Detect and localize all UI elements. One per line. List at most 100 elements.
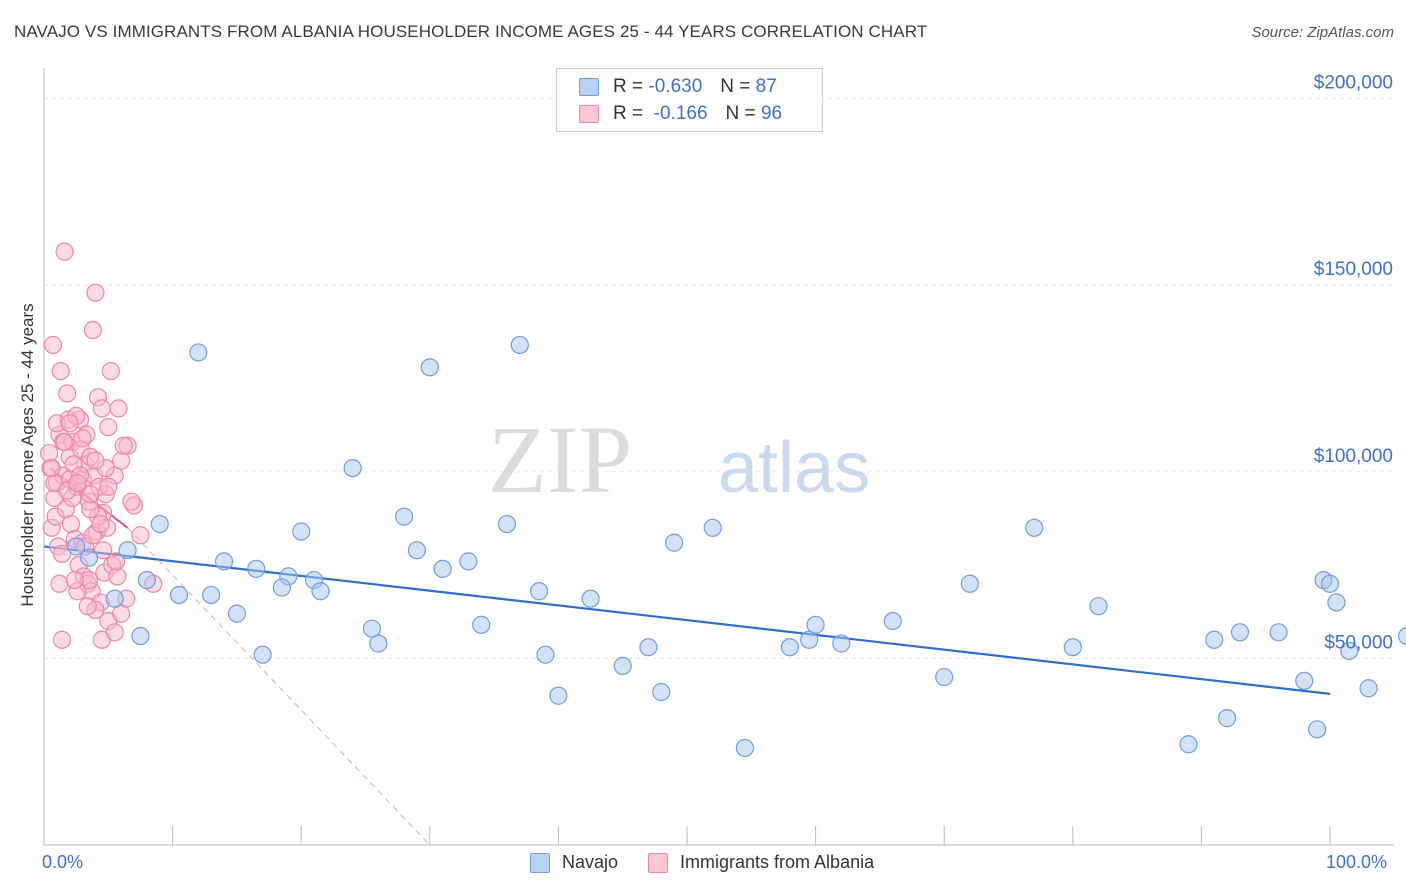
navajo-point (1269, 623, 1288, 642)
navajo-point (420, 358, 439, 377)
navajo-point (1025, 518, 1044, 537)
albania-point (109, 399, 128, 418)
albania-point (86, 283, 105, 302)
albania-points (40, 242, 163, 649)
navajo-point (883, 611, 902, 631)
albania-point (55, 242, 74, 261)
navajo-point (530, 582, 549, 601)
navajo-point (1320, 574, 1340, 593)
navajo-point (780, 638, 799, 657)
albania-point (61, 514, 81, 534)
albania-point (101, 361, 120, 381)
stats-row-navajo: R = -0.630 N = 87 (579, 75, 777, 99)
navajo-point (131, 626, 150, 646)
albania-point (83, 320, 102, 340)
albania-point (131, 526, 150, 545)
navajo-swatch (579, 78, 599, 96)
albania-point (65, 570, 84, 590)
albania-point (99, 417, 118, 437)
navajo-point (247, 559, 266, 578)
albania-swatch (579, 105, 599, 123)
stats-n-value: 96 (760, 103, 783, 124)
stats-r-label: R = (613, 76, 644, 97)
watermark-atlas: atlas (718, 428, 870, 508)
legend-label-albania: Immigrants from Albania (680, 852, 875, 872)
legend: Navajo Immigrants from Albania (530, 852, 904, 873)
navajo-point (960, 574, 980, 593)
albania-point (50, 574, 69, 593)
navajo-point (137, 570, 156, 590)
navajo-point (581, 589, 600, 608)
x-tick-min: 0.0% (42, 852, 84, 872)
y-axis-label: Householder Income Ages 25 - 44 years (18, 303, 37, 607)
navajo-point (1205, 630, 1224, 649)
stats-box: R = -0.630 N = 87 R = -0.166 N = 96 (556, 68, 823, 132)
albania-point (81, 485, 100, 504)
navajo-point (806, 615, 825, 634)
navajo-point (1359, 679, 1378, 698)
albania-point (94, 541, 113, 560)
navajo-point (362, 619, 382, 638)
navajo-point (665, 533, 684, 552)
navajo-point (105, 589, 124, 608)
albania-point (58, 384, 77, 403)
albania-point (114, 436, 133, 455)
albania-point (52, 544, 72, 564)
stats-n-label: N = (720, 76, 751, 97)
albania-point (99, 477, 118, 496)
stats-n-label: N = (725, 103, 756, 124)
albania-point (52, 630, 72, 649)
albania-point (91, 514, 110, 534)
navajo-point (703, 518, 722, 537)
navajo-point (292, 522, 311, 541)
x-tick-max: 100.0% (1326, 852, 1388, 872)
navajo-point (407, 541, 427, 560)
navajo-point (459, 552, 478, 571)
navajo-point (613, 656, 632, 675)
albania-point (122, 492, 141, 511)
navajo-point (735, 738, 754, 758)
stats-r-value: -0.166 (653, 103, 708, 124)
navajo-point (1398, 626, 1406, 646)
navajo-point (1340, 641, 1359, 661)
navajo-point (536, 645, 555, 664)
albania-point (73, 429, 92, 448)
stats-n-value: 87 (755, 76, 777, 97)
legend-swatch-albania (648, 852, 669, 873)
navajo-point (1230, 623, 1250, 642)
navajo-point (652, 682, 671, 702)
navajo-point (935, 667, 954, 687)
navajo-point (472, 615, 491, 634)
albania-point (55, 432, 74, 452)
navajo-point (272, 578, 292, 597)
navajo-point (227, 604, 246, 623)
albania-point (60, 414, 79, 433)
albania-point (51, 361, 70, 381)
navajo-point (79, 548, 99, 567)
albania-point (92, 399, 111, 418)
navajo-point (118, 541, 137, 560)
y-tick-label: $100,000 (1314, 446, 1393, 467)
navajo-point (1308, 720, 1327, 739)
legend-swatch-navajo (530, 852, 550, 873)
albania-point (43, 335, 63, 355)
navajo-point (214, 552, 234, 571)
albania-trendline (127, 527, 431, 846)
navajo-point (832, 634, 851, 653)
navajo-point (253, 645, 272, 664)
legend-item-albania[interactable]: Immigrants from Albania (648, 852, 874, 873)
watermark: ZIP atlas (488, 406, 870, 513)
stats-row-albania: R = -0.166 N = 96 (579, 102, 782, 126)
navajo-point (1063, 638, 1082, 657)
stats-r-value: -0.630 (648, 76, 703, 97)
chart-title: NAVAJO VS IMMIGRANTS FROM ALBANIA HOUSEH… (14, 22, 928, 41)
legend-item-navajo[interactable]: Navajo (530, 852, 618, 873)
albania-point (68, 473, 87, 493)
navajo-point (1218, 709, 1237, 728)
watermark-zip: ZIP (488, 406, 632, 513)
navajo-points (67, 335, 1406, 758)
y-tick-label: $50,000 (1324, 632, 1393, 653)
navajo-point (189, 343, 208, 362)
y-tick-label: $200,000 (1314, 73, 1393, 94)
albania-point (40, 444, 59, 463)
